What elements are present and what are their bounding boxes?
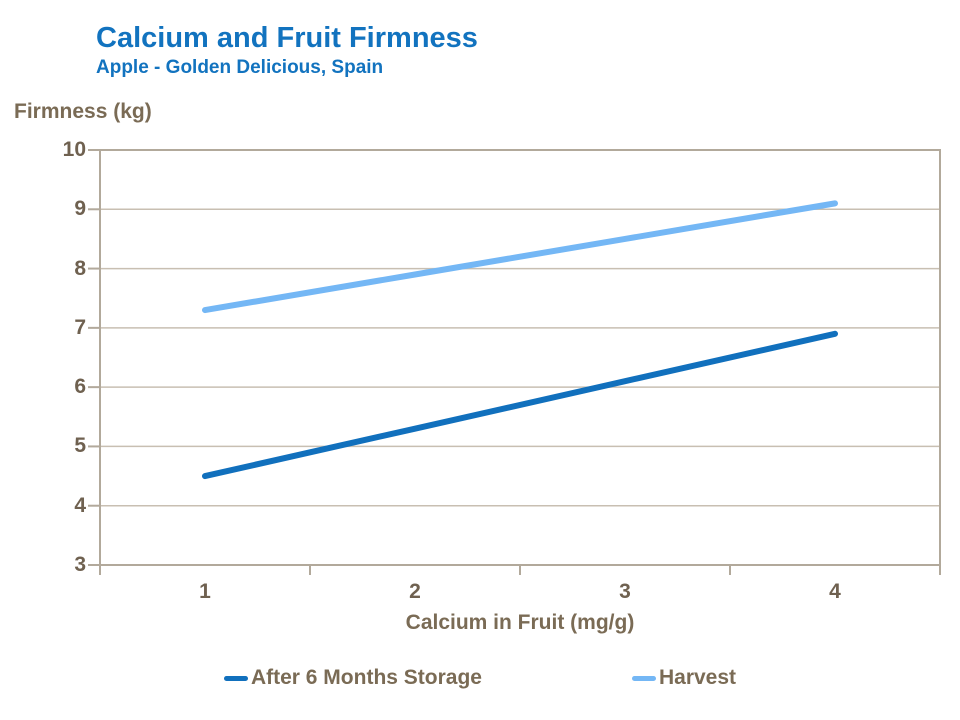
legend-item-storage: After 6 Months Storage (223, 666, 482, 690)
series-line-1 (202, 200, 838, 314)
x-tick-label: 4 (829, 580, 841, 603)
chart-legend: After 6 Months Storage Harvest (0, 666, 960, 690)
legend-item-harvest: Harvest (631, 666, 737, 690)
y-tick-label: 7 (74, 315, 86, 339)
y-axis-title: Firmness (kg) (14, 100, 152, 123)
series-line-0 (202, 330, 838, 480)
legend-label-storage: After 6 Months Storage (250, 666, 482, 689)
chart-title: Calcium and Fruit Firmness (96, 22, 478, 54)
y-tick-label: 5 (74, 434, 86, 458)
x-tick-label: 3 (619, 580, 631, 603)
y-tick-label: 8 (74, 256, 86, 280)
y-tick-label: 4 (74, 493, 86, 517)
x-axis-title: Calcium in Fruit (mg/g) (405, 611, 635, 634)
storage-line-swatch-icon (223, 675, 248, 681)
x-tick-label: 1 (199, 580, 211, 603)
harvest-line-swatch-icon (631, 675, 656, 681)
y-tick-label: 10 (62, 138, 86, 161)
chart-subtitle: Apple - Golden Delicious, Spain (96, 57, 384, 78)
y-tick-label: 3 (74, 553, 86, 576)
y-tick-label: 9 (74, 197, 86, 221)
y-tick-label: 6 (74, 375, 86, 399)
legend-label-harvest: Harvest (658, 666, 737, 689)
x-tick-label: 2 (409, 580, 421, 603)
plot-border (99, 149, 941, 566)
